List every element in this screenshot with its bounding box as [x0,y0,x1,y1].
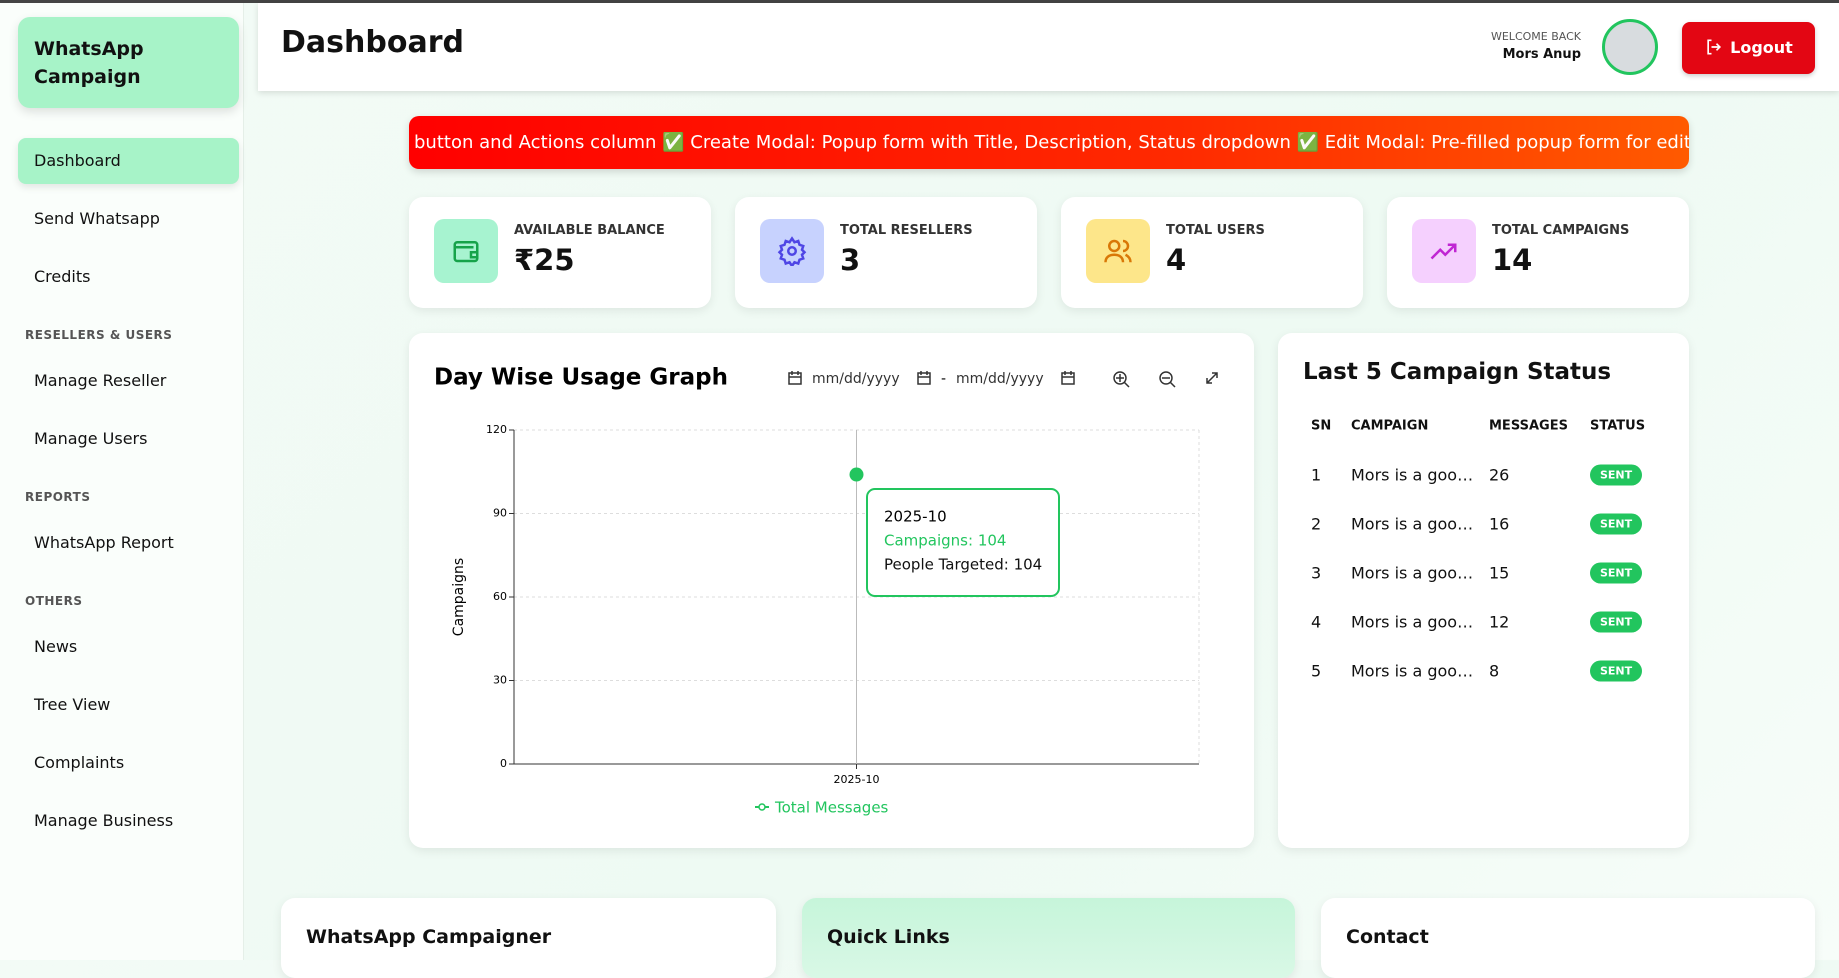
calendar-icon [917,371,931,385]
footer-card: WhatsApp Campaigner [281,898,776,978]
expand-icon [1206,372,1218,384]
status-badge: SENT [1590,513,1643,535]
nav-heading: RESELLERS & USERS [25,328,173,342]
table-cell: 2 [1311,514,1322,534]
logout-label: Logout [1730,38,1793,57]
table-cell: Mors is a goo… [1351,612,1474,632]
table-cell: Mors is a goo… [1351,563,1474,583]
stat-value: 3 [840,243,861,277]
table-cell: 12 [1489,612,1510,632]
status-badge: SENT [1590,660,1643,682]
nav-item[interactable]: Manage Business [34,811,174,830]
nav-heading: OTHERS [25,594,83,608]
zoom-icon [1162,377,1176,388]
nav-item[interactable]: News [34,637,78,656]
legend-icon [758,803,766,811]
table-cell: 15 [1489,563,1510,583]
stat-label: AVAILABLE BALANCE [514,223,665,238]
footer-card: Quick Links [802,898,1295,978]
x-tick-label: 2025-10 [834,773,880,786]
stat-icon [434,219,498,283]
welcome-label: WELCOME BACK [1490,30,1581,43]
ticker: button and Actions column ✅ Create Modal… [409,116,1689,169]
stat-icon [1412,219,1476,283]
chart-card: Day Wise Usage Graph mm/dd/yyyy - mm/dd/yyy… [409,333,1254,848]
date-separator: - [941,371,946,387]
nav-item[interactable]: Credits [34,267,91,286]
nav-item[interactable]: WhatsApp Report [34,533,174,552]
tooltip-line: People Targeted: 104 [884,556,1042,574]
nav-item[interactable]: Dashboard [18,138,239,184]
table-cell: Mors is a goo… [1351,465,1474,485]
header: Dashboard WELCOME BACK Mors Anup Logout [258,3,1839,91]
stat-icon [760,219,824,283]
stat-value: 14 [1492,243,1533,277]
stat-icon [1086,219,1150,283]
stat-value: ₹25 [514,243,575,277]
stat-label: TOTAL CAMPAIGNS [1492,223,1630,238]
y-tick-label: 30 [493,674,507,687]
table-cell: Mors is a goo… [1351,661,1474,681]
table-cell: Mors is a goo… [1351,514,1474,534]
user-name: Mors Anup [1502,47,1581,62]
stat-card: TOTAL RESELLERS 3 [735,197,1037,308]
y-axis-label: Campaigns [451,558,467,636]
campaign-card: Last 5 Campaign Status SN CAMPAIGN MESSAGE… [1278,333,1689,848]
status-badge: SENT [1590,611,1643,633]
zoom-icon [1116,374,1130,388]
data-point [849,467,864,482]
date-input: mm/dd/yyyy [956,371,1044,387]
table-cell: 5 [1311,661,1322,681]
y-tick-label: 90 [493,507,507,520]
top-border [0,0,1839,3]
calendar-icon [788,371,802,385]
chart: Day Wise Usage Graph mm/dd/yyyy - mm/dd/yyy… [434,365,1218,817]
table-cell: 4 [1311,612,1322,632]
status-badge: SENT [1590,464,1643,486]
table-header: STATUS [1590,418,1646,434]
table-cell: 16 [1489,514,1510,534]
nav-heading: REPORTS [25,490,91,504]
tooltip-line: Campaigns: 104 [884,532,1006,550]
nav-item[interactable]: Tree View [34,695,111,714]
table-cell: 3 [1311,563,1322,583]
nav-item[interactable]: Complaints [34,753,125,772]
stat-card: AVAILABLE BALANCE ₹25 [409,197,711,308]
nav: Dashboard Send Whatsapp Credits RESELLERS &… [18,138,239,856]
table-cell: 8 [1489,661,1500,681]
table-cell: 26 [1489,465,1510,485]
stat-card: TOTAL USERS 4 [1061,197,1363,308]
footer-card: Contact [1321,898,1815,978]
nav-item[interactable]: Manage Reseller [34,371,167,390]
campaign-title: Last 5 Campaign Status [1303,359,1612,385]
table-header: CAMPAIGN [1351,418,1429,434]
table-header: MESSAGES [1489,418,1568,434]
zoom-icon [1159,371,1173,385]
y-tick-label: 60 [493,590,507,603]
tooltip [866,488,1060,597]
legend-label: Total Messages [774,799,889,817]
page-title: Dashboard [281,25,464,60]
avatar[interactable] [1602,19,1658,75]
y-tick-label: 120 [486,423,507,436]
stat-card: TOTAL CAMPAIGNS 14 [1387,197,1689,308]
stat-label: TOTAL USERS [1166,223,1265,238]
tooltip-title: 2025-10 [884,508,947,526]
table-cell: 1 [1311,465,1322,485]
status-badge: SENT [1590,562,1643,584]
nav-item[interactable]: Send Whatsapp [34,209,160,228]
y-tick-label: 0 [500,757,507,770]
zoom-icon [1113,371,1127,385]
logout-button[interactable]: Logout [1682,22,1815,74]
stat-label: TOTAL RESELLERS [840,223,973,238]
nav-item[interactable]: Manage Users [34,429,148,448]
table-header: SN [1311,418,1332,434]
brand[interactable]: WhatsApp Campaign [18,17,239,108]
calendar-icon [1061,371,1075,385]
logout-icon [1707,39,1722,55]
stat-value: 4 [1166,243,1187,277]
chart-title: Day Wise Usage Graph [434,365,728,391]
date-input: mm/dd/yyyy [812,371,900,387]
